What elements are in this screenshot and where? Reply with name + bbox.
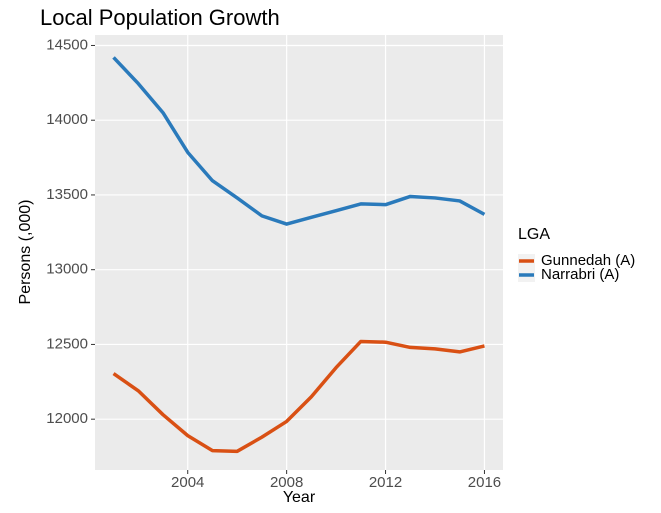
x-tick-label: 2008 xyxy=(270,474,303,491)
line xyxy=(112,56,486,226)
y-tick-label: 14500 xyxy=(46,36,88,53)
x-tick-label: 2012 xyxy=(369,474,402,491)
x-tick-label: 2004 xyxy=(171,474,204,491)
x-tick-label: 2016 xyxy=(468,474,501,491)
legend-label: Gunnedah (A) xyxy=(541,252,635,269)
legend-label: Narrabri (A) xyxy=(541,266,619,283)
y-tick-label: 14000 xyxy=(46,111,88,128)
chart-title: Local Population Growth xyxy=(40,5,280,30)
panel xyxy=(95,35,503,470)
x-axis-label: Year xyxy=(283,489,316,506)
y-tick-label: 13000 xyxy=(46,261,88,278)
y-axis-label: Persons (,000) xyxy=(17,200,34,305)
y-tick-label: 12000 xyxy=(46,410,88,427)
line xyxy=(112,339,485,454)
y-tick-label: 12500 xyxy=(46,335,88,352)
y-tick-label: 13500 xyxy=(46,186,88,203)
legend-title: LGA xyxy=(518,226,550,243)
